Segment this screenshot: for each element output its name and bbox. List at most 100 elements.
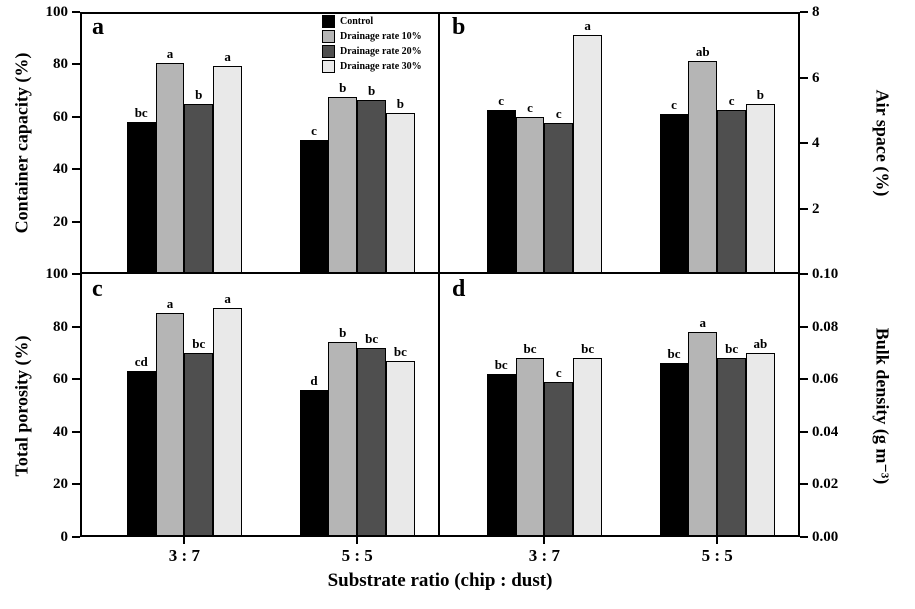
significance-letter: c [555,106,562,122]
legend-label: Drainage rate 20% [340,46,422,57]
y-axis-tick-label: 0.00 [812,529,839,545]
y-axis-title-total-porosity: Total porosity (%) [11,335,32,477]
y-axis-tick [72,273,80,275]
bar-b-drainage-rate-20--group0 [544,123,574,274]
legend-item: Drainage rate 30% [322,60,422,73]
bar-b-control-group0 [486,110,516,274]
bar-c-drainage-rate-10--group0 [155,313,185,537]
y-axis-tick-label: 0.08 [812,318,839,335]
x-axis-line [80,535,800,537]
bar-a-drainage-rate-30--group1 [386,112,415,274]
bar-d-drainage-rate-10--group0 [515,358,545,537]
y-axis-tick [800,207,808,210]
bar-d-drainage-rate-30--group0 [573,358,602,537]
bar-c-drainage-rate-20--group0 [184,352,214,537]
x-axis-title: Substrate ratio (chip : dust) [327,570,553,591]
x-axis-tick-label: 5 : 5 [701,546,733,565]
significance-letter: b [756,86,764,102]
legend-item: Drainage rate 20% [322,45,422,58]
y-axis-tick-label: 0.06 [812,371,839,388]
panel-divider-vertical [438,12,440,537]
significance-letter: b [339,80,347,96]
panel-b-air-space: b c c c ab c c a b [440,12,800,274]
y-axis-tick-label: 80 [53,56,68,73]
panel-label-c: c [92,276,103,302]
y-axis-title-bulk-density: Bulk density (g m⁻³) [872,327,893,485]
y-axis-tick-label: 80 [53,318,68,335]
x-axis-tick-label: 3 : 7 [528,546,560,565]
significance-letter: c [671,96,677,112]
significance-letter: b [396,95,404,111]
bar-b-control-group1 [659,113,689,274]
significance-letter: ab [695,44,710,60]
bar-b-drainage-rate-30--group1 [746,103,775,274]
panel-divider-horizontal [80,272,800,274]
panel-a-container-capacity: a bc c a b b b a b [80,12,440,274]
legend-swatch [322,30,335,43]
bar-c-drainage-rate-20--group1 [357,347,386,537]
y-axis-tick-label: 40 [53,161,68,178]
y-axis-tick [72,325,80,328]
bar-b-drainage-rate-20--group1 [717,110,746,274]
legend-label: Drainage rate 10% [340,31,422,42]
bar-d-control-group0 [486,373,516,537]
x-axis-tick-label: 5 : 5 [341,546,373,565]
y-axis-tick [72,168,80,171]
y-axis-tick-label: 0.02 [812,476,839,493]
bar-d-drainage-rate-20--group0 [544,381,574,537]
x-axis-tick-label: 3 : 7 [168,546,200,565]
legend-swatch [322,15,335,28]
significance-letter: c [498,93,505,109]
y-axis-tick [72,220,80,223]
y-axis-title-container-capacity: Container capacity (%) [11,52,32,234]
legend: Control Drainage rate 10% Drainage rate 20… [322,15,422,75]
bar-c-drainage-rate-10--group1 [328,342,358,537]
plot-area: a bc c a b b b a b b c c c ab c c a b c cd d a b bc bc a bc d… [80,12,800,537]
bar-c-drainage-rate-30--group0 [213,308,242,537]
y-axis-tick [72,536,80,538]
x-axis-tick [183,537,186,544]
y-axis-tick-label: 60 [53,371,68,388]
significance-letter: a [166,46,174,62]
significance-letter: bc [494,356,508,372]
significance-letter: bc [667,346,681,362]
right-y-axis-line [798,12,800,537]
bar-a-control-group1 [299,140,329,274]
y-axis-tick-label: 2 [812,200,820,217]
plot-border-top [80,12,800,14]
legend-item: Control [322,15,422,28]
y-axis-tick [800,76,808,79]
legend-label: Control [340,16,374,27]
y-axis-tick [72,483,80,486]
y-axis-tick [800,536,808,538]
significance-letter: bc [725,341,739,357]
left-y-axis-line [80,12,82,537]
y-axis-title-air-space: Air space (%) [872,89,893,197]
y-axis-tick [800,325,808,328]
y-axis-tick [800,11,808,13]
y-axis-tick [72,430,80,433]
legend-swatch [322,60,335,73]
panel-c-total-porosity: c cd d a b bc bc a bc [80,274,440,537]
y-axis-tick-label: 100 [45,266,69,282]
y-axis-tick-label: 0.04 [812,423,839,440]
y-axis-tick-label: 8 [812,4,820,20]
bar-d-drainage-rate-30--group1 [746,352,775,537]
significance-letter: c [527,99,533,115]
significance-letter: a [224,48,231,64]
significance-letter: a [224,291,231,307]
y-axis-tick-label: 0.10 [812,266,839,282]
panel-label-d: d [452,276,466,302]
legend-item: Drainage rate 10% [322,30,422,43]
bar-a-drainage-rate-20--group0 [184,103,214,274]
bar-a-drainage-rate-10--group1 [328,97,358,274]
significance-letter: a [166,296,174,312]
y-axis-tick [72,63,80,66]
significance-letter: ab [753,335,768,351]
significance-letter: b [367,82,376,98]
bar-c-control-group1 [299,389,329,537]
significance-letter: bc [393,343,407,359]
y-axis-tick-label: 4 [812,135,820,151]
y-axis-tick-label: 60 [53,108,68,125]
